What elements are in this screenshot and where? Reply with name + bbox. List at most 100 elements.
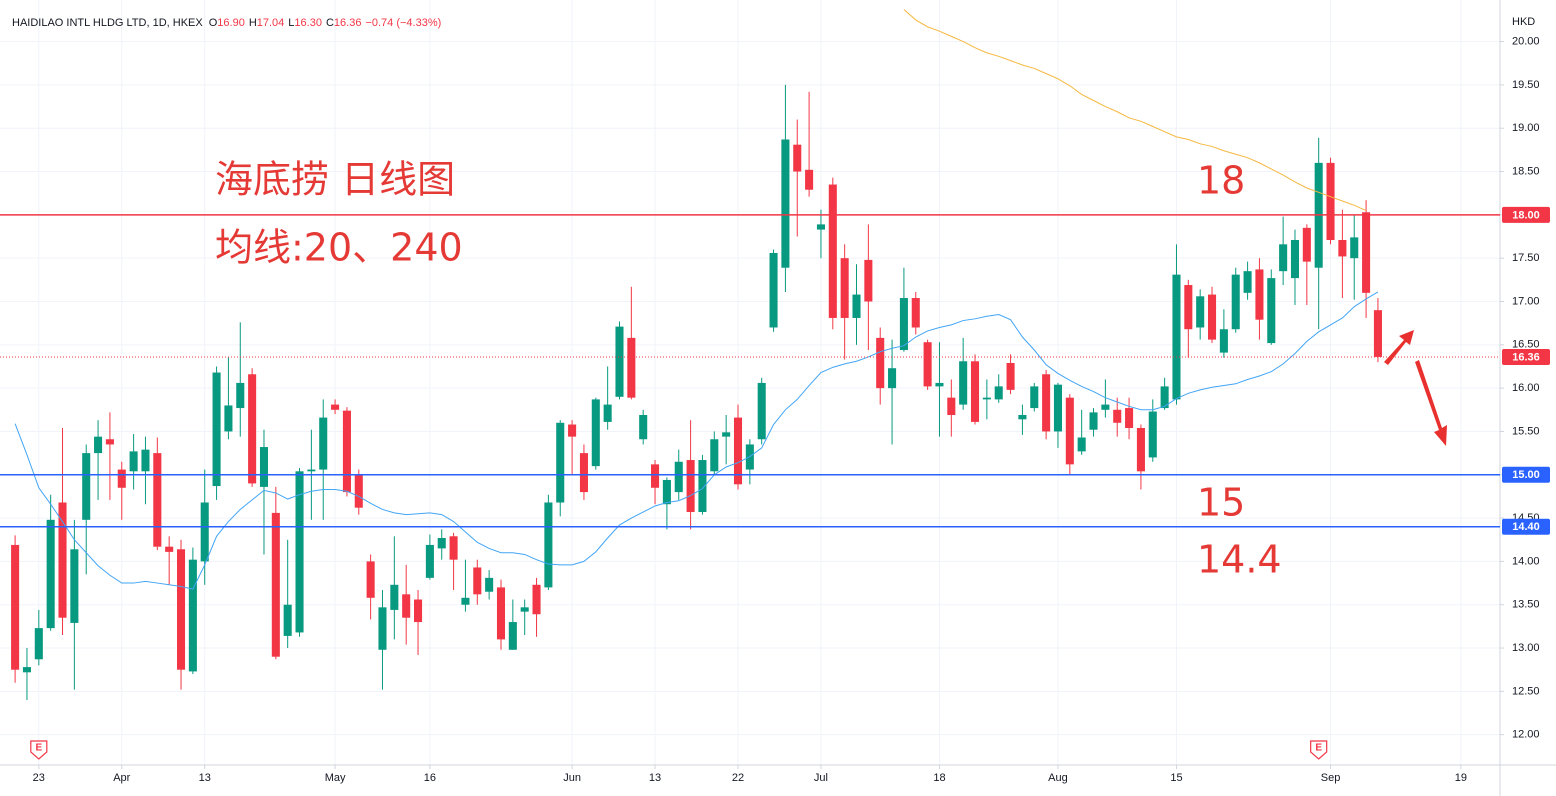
candle-body [556, 422, 565, 503]
price-label: 16.36 [1512, 351, 1540, 363]
candle-body [1018, 414, 1027, 420]
candle-body [165, 546, 174, 552]
moving-average-line [14, 291, 1379, 590]
candle-body [1125, 408, 1134, 428]
candle-body [70, 549, 79, 623]
y-tick-label: 13.50 [1512, 599, 1540, 611]
candle-body [473, 567, 482, 595]
candle-body [1148, 411, 1157, 458]
price-label-box [1502, 348, 1550, 365]
y-tick-label: 12.00 [1512, 729, 1540, 741]
candle-body [1338, 239, 1347, 257]
legend-key: L [288, 17, 294, 29]
candle-body [923, 342, 932, 387]
candle-body [188, 559, 197, 672]
candle-body [11, 544, 20, 670]
legend-key: H [249, 17, 257, 29]
candle-body [639, 414, 648, 440]
candle-body [603, 404, 612, 422]
price-label: 15.00 [1512, 469, 1540, 481]
y-unit: HKD [1512, 16, 1535, 28]
candle-body [615, 326, 624, 397]
candle-body [1065, 397, 1074, 465]
event-label: E [1315, 743, 1322, 754]
price-label: 14.40 [1512, 521, 1540, 533]
candle-body [864, 259, 873, 302]
event-marker [1310, 740, 1328, 760]
annotation: 18 [1197, 159, 1245, 203]
x-tick-label: Aug [1048, 772, 1068, 784]
candle-body [319, 417, 328, 470]
candle-body [449, 536, 458, 560]
candle-body [117, 469, 126, 488]
candle-body [58, 502, 67, 618]
candle-body [342, 410, 351, 493]
x-tick-label: 13 [649, 772, 661, 784]
event-marker [30, 740, 48, 760]
candle-body [212, 372, 221, 487]
candle-body [651, 464, 660, 488]
legend-value: 17.04 [257, 17, 285, 29]
candle-body [733, 417, 743, 485]
y-tick-label: 19.00 [1512, 122, 1540, 134]
candle-body [805, 169, 814, 190]
candle-body [402, 594, 411, 618]
y-tick-label: 13.00 [1512, 642, 1540, 654]
legend-value: 16.30 [294, 17, 322, 29]
candle-body [911, 298, 920, 328]
annotation: 海底捞 日线图 [215, 158, 455, 202]
candle-body [1326, 162, 1335, 240]
candle-body [710, 439, 719, 472]
candle-body [876, 337, 885, 389]
candle-body [105, 439, 114, 445]
candle-body [520, 607, 529, 612]
y-tick-label: 16.50 [1512, 339, 1540, 351]
candle-body [224, 405, 233, 432]
candle-body [236, 382, 245, 409]
candle-body [816, 224, 825, 230]
price-label: 18.00 [1512, 209, 1540, 221]
candle-body [378, 607, 387, 650]
candle-body [271, 512, 280, 657]
candle-body [461, 597, 470, 605]
x-tick-label: 18 [933, 772, 945, 784]
candle-body [200, 502, 209, 562]
y-tick-label: 18.50 [1512, 165, 1540, 177]
candle-body [354, 474, 363, 508]
candle-body [627, 337, 636, 398]
candle-body [1231, 274, 1240, 330]
candle-body [544, 502, 553, 588]
x-tick-label: May [325, 772, 346, 784]
x-tick-label: 23 [33, 772, 45, 784]
x-tick-label: 22 [732, 772, 744, 784]
candle-body [1350, 237, 1359, 259]
arrow-up [1384, 330, 1414, 365]
candle-body [485, 577, 494, 592]
candle-body [1113, 409, 1122, 423]
candle-body [248, 374, 257, 484]
candle-body [1255, 269, 1264, 320]
candle-body [1243, 271, 1252, 293]
candle-body [722, 432, 731, 437]
candle-body [1219, 329, 1228, 353]
candle-body [496, 587, 506, 640]
candle-body [769, 252, 778, 328]
y-tick-label: 17.00 [1512, 295, 1540, 307]
candle-body [176, 549, 186, 670]
candle-body [935, 382, 944, 387]
event-label: E [35, 743, 42, 754]
candle-body [1184, 285, 1193, 330]
x-tick-label: Apr [113, 772, 130, 784]
candle-body [331, 404, 340, 410]
candle-body [579, 453, 588, 493]
candle-body [994, 386, 1003, 400]
candle-body [982, 397, 991, 400]
x-tick-label: 19 [1455, 772, 1467, 784]
x-tick-label: 16 [424, 772, 436, 784]
price-label-box [1502, 518, 1550, 535]
candle-body [1077, 437, 1086, 452]
annotation: 15 [1197, 481, 1245, 525]
